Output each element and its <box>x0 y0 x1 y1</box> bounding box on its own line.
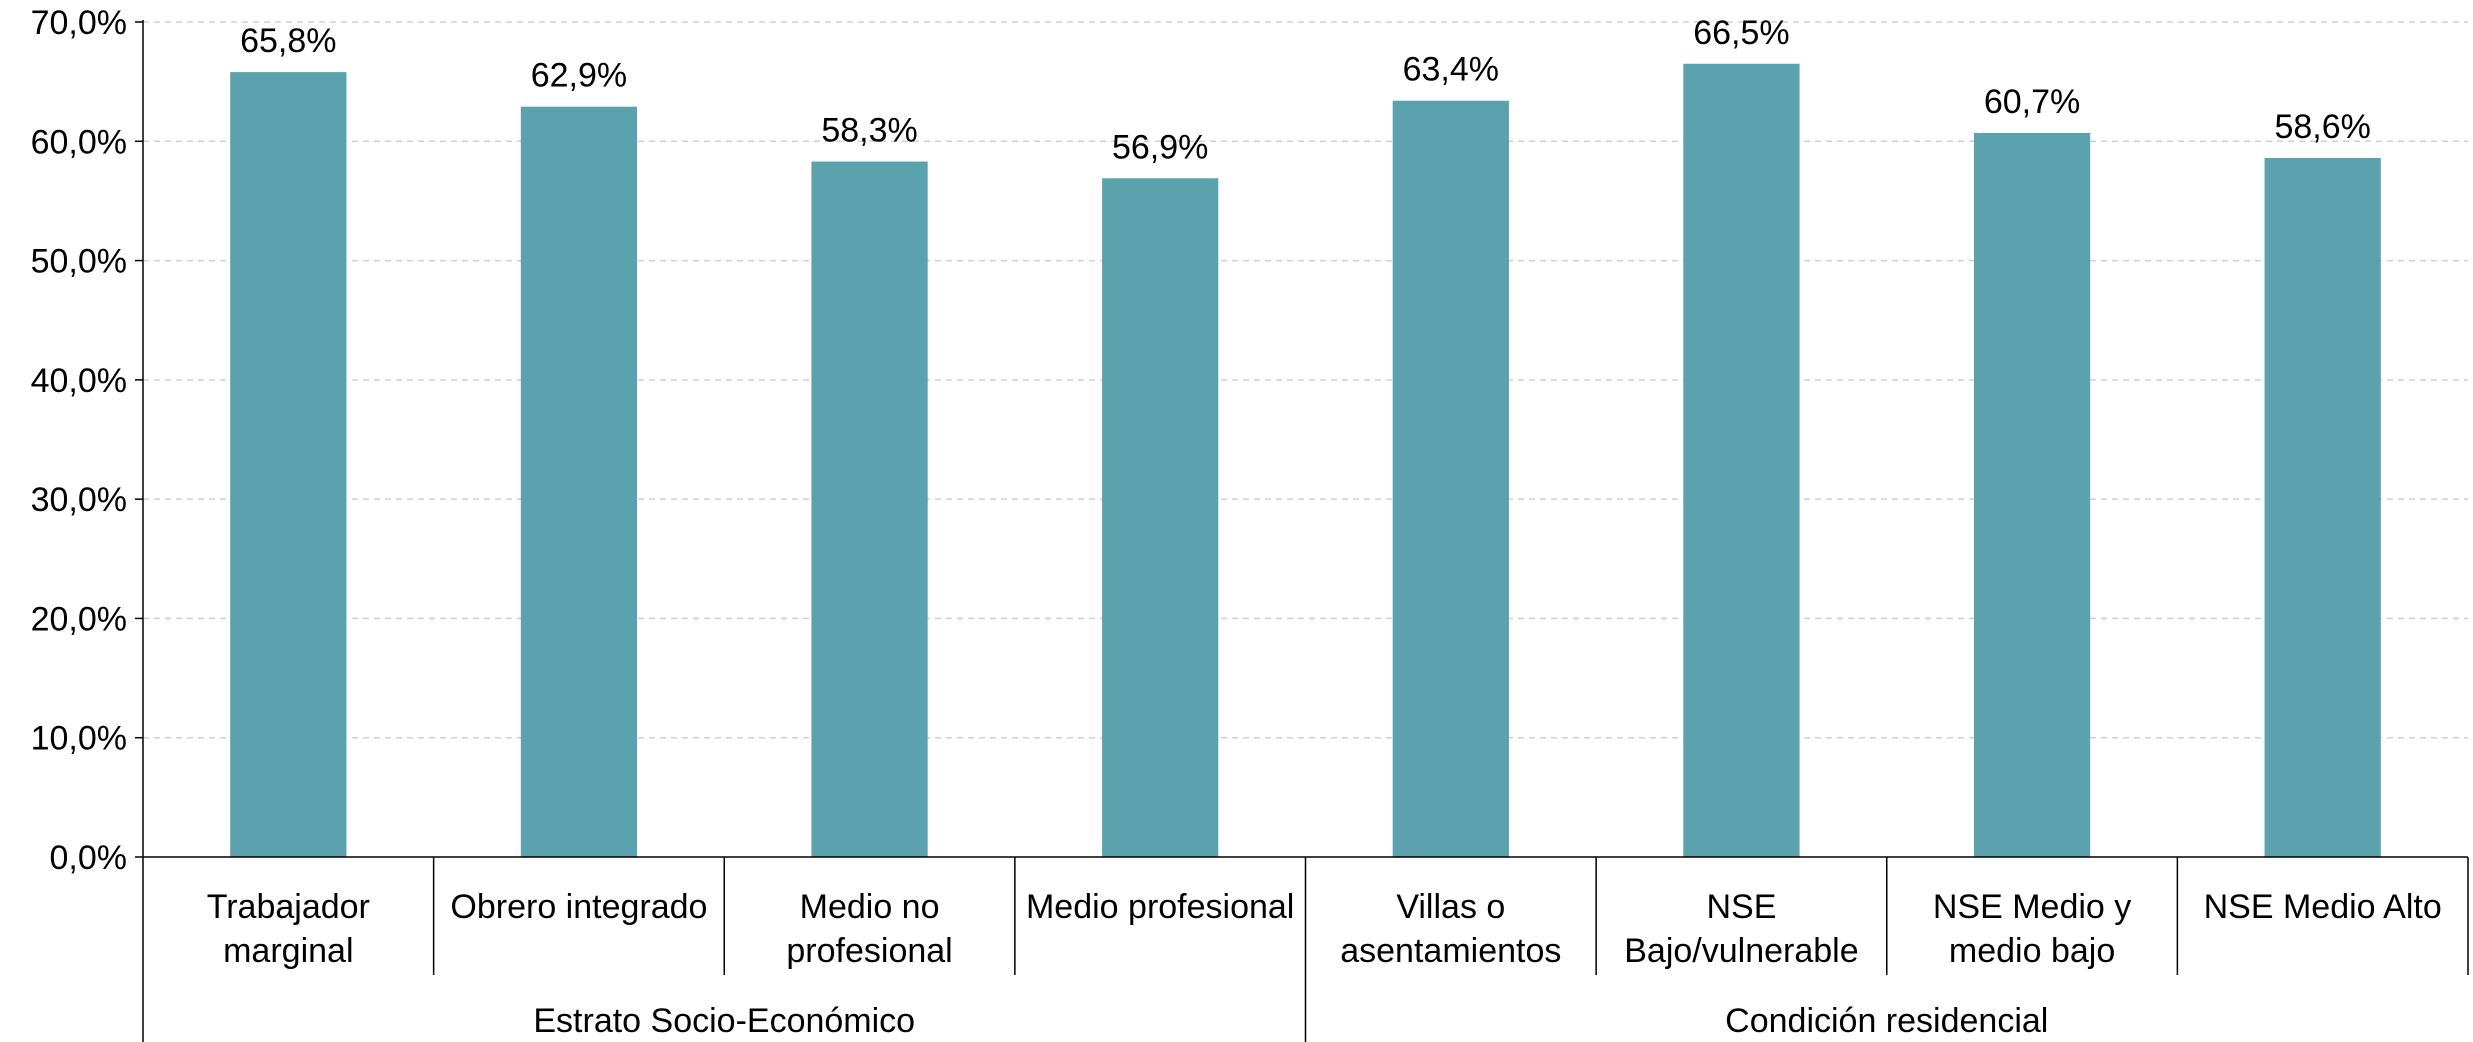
bars <box>230 63 2381 858</box>
category-label: NSE Medio y medio bajo <box>1933 888 2131 970</box>
group-label: Condición residencial <box>1725 1002 2048 1040</box>
category-label: NSE Medio Alto <box>2204 888 2442 926</box>
category-label: NSE Bajo/vulnerable <box>1624 888 1858 970</box>
category-label: Villas o asentamientos <box>1340 888 1561 970</box>
category-label-line: Medio profesional <box>1026 888 1294 926</box>
data-label: 58,3% <box>821 112 917 150</box>
category-label-line: Medio no <box>800 888 940 926</box>
bar <box>811 161 928 858</box>
category-label-line: Villas o <box>1396 888 1505 926</box>
bar <box>1392 100 1509 857</box>
bar <box>1102 178 1219 857</box>
y-tick-label: 60,0% <box>31 123 127 161</box>
y-tick-label: 40,0% <box>31 362 127 400</box>
data-label: 66,5% <box>1693 14 1789 52</box>
y-tick-label: 10,0% <box>31 720 127 758</box>
group-label: Estrato Socio-Económico <box>533 1002 915 1040</box>
category-label-line: Obrero integrado <box>450 888 707 926</box>
category-label: Obrero integrado <box>450 888 707 926</box>
data-label: 63,4% <box>1403 51 1499 89</box>
category-label: Medio no profesional <box>786 888 952 970</box>
category-label-line: profesional <box>786 932 952 970</box>
y-tick-label: 20,0% <box>31 600 127 638</box>
category-label: Medio profesional <box>1026 888 1294 926</box>
axes <box>135 20 2469 1042</box>
labels: 0,0% 10,0% 20,0% 30,0% 40,0% 50,0% 60,0% 70,0% 6… <box>31 4 2442 1040</box>
category-label-line: NSE Medio y <box>1933 888 2131 926</box>
category-label-line: medio bajo <box>1949 932 2115 970</box>
category-label-line: NSE Medio Alto <box>2204 888 2442 926</box>
category-label-line: Bajo/vulnerable <box>1624 932 1858 970</box>
bar <box>520 106 638 857</box>
grid-lines <box>143 21 2468 739</box>
y-tick-label: 70,0% <box>31 4 127 42</box>
bar <box>230 72 347 858</box>
category-label-line: Trabajador <box>207 888 370 926</box>
data-label: 58,6% <box>2274 108 2370 146</box>
category-label: Trabajador marginal <box>207 888 370 970</box>
y-tick-label: 0,0% <box>50 839 128 877</box>
category-label-line: marginal <box>223 932 353 970</box>
y-tick-label: 50,0% <box>31 243 127 281</box>
data-label: 62,9% <box>531 57 627 95</box>
data-label: 60,7% <box>1984 83 2080 121</box>
category-label-line: asentamientos <box>1340 932 1561 970</box>
bar <box>1973 132 2091 857</box>
category-label-line: NSE <box>1706 888 1776 926</box>
y-tick-label: 30,0% <box>31 481 127 519</box>
bar <box>1683 63 1800 857</box>
bar <box>2264 157 2381 857</box>
data-label: 65,8% <box>240 22 336 60</box>
data-label: 56,9% <box>1112 128 1208 166</box>
